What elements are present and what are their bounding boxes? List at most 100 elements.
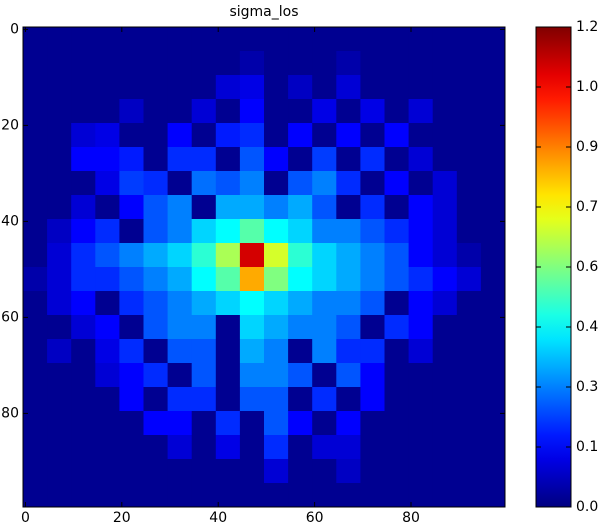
heatmap-cell	[47, 339, 72, 364]
heatmap-cell	[47, 171, 72, 196]
heatmap-cell	[47, 315, 72, 340]
heatmap-cell	[191, 483, 217, 508]
heatmap-cell	[480, 411, 506, 436]
heatmap-cell	[239, 435, 265, 460]
heatmap-cell	[456, 315, 482, 340]
heatmap-cell	[312, 459, 337, 484]
heatmap-cell	[264, 291, 289, 316]
heatmap-cell	[143, 99, 168, 124]
heatmap-cell	[47, 75, 72, 100]
heatmap-cell	[264, 267, 289, 292]
heatmap-cell	[288, 51, 313, 76]
chart-title: sigma_los	[229, 4, 298, 20]
heatmap-cell	[215, 171, 241, 196]
heatmap-cell	[239, 219, 265, 244]
heatmap-cell	[95, 195, 120, 220]
colorbar-tick-label: 0.90	[576, 139, 599, 155]
heatmap-cell	[432, 171, 458, 196]
heatmap-cell	[288, 459, 313, 484]
heatmap-cell	[71, 363, 96, 388]
heatmap-cell	[71, 339, 96, 364]
heatmap-cell	[408, 75, 434, 100]
heatmap-cell	[432, 147, 458, 172]
heatmap-cell	[312, 267, 337, 292]
heatmap-cell	[215, 387, 241, 412]
heatmap-cell	[336, 99, 361, 124]
heatmap-cell	[456, 51, 482, 76]
heatmap-cell	[408, 411, 434, 436]
heatmap-cell	[264, 459, 289, 484]
heatmap-cell	[312, 219, 337, 244]
heatmap-cell	[143, 243, 168, 268]
heatmap-cell	[119, 171, 144, 196]
heatmap-cell	[456, 363, 482, 388]
heatmap-cell	[95, 435, 120, 460]
heatmap-cell	[215, 267, 241, 292]
heatmap-cell	[47, 123, 72, 148]
x-tick-label: 80	[402, 510, 420, 524]
heatmap-cell	[143, 123, 168, 148]
heatmap-cell	[312, 483, 337, 508]
heatmap-cell	[47, 51, 72, 76]
heatmap-cell	[360, 195, 385, 220]
heatmap-cell	[288, 483, 313, 508]
heatmap-cell	[360, 99, 385, 124]
heatmap-cell	[71, 75, 96, 100]
heatmap-cell	[71, 147, 96, 172]
heatmap-cell	[167, 75, 193, 100]
heatmap-cell	[23, 219, 48, 244]
heatmap-cell	[167, 459, 193, 484]
heatmap-cell	[239, 483, 265, 508]
heatmap-cell	[239, 99, 265, 124]
heatmap-cell	[47, 291, 72, 316]
heatmap-cell	[167, 147, 193, 172]
heatmap-cell	[119, 387, 144, 412]
heatmap-cell	[71, 315, 96, 340]
colorbar-tick-label: 1.05	[576, 79, 599, 95]
heatmap-cell	[288, 243, 313, 268]
heatmap-cell	[239, 75, 265, 100]
heatmap-cell	[264, 387, 289, 412]
heatmap-cell	[360, 27, 385, 52]
heatmap-cell	[384, 411, 409, 436]
heatmap-cell	[119, 27, 144, 52]
heatmap-cell	[456, 387, 482, 412]
heatmap-cell	[456, 99, 482, 124]
heatmap-cell	[119, 195, 144, 220]
heatmap-cell	[95, 483, 120, 508]
heatmap-cell	[384, 243, 409, 268]
heatmap-cell	[143, 435, 168, 460]
colorbar-tick-label: 0.15	[576, 439, 599, 455]
heatmap-cell	[360, 435, 385, 460]
heatmap-cell	[432, 123, 458, 148]
heatmap-cell	[23, 315, 48, 340]
heatmap-cell	[215, 195, 241, 220]
colorbar-tick-label: 0.60	[576, 259, 599, 275]
heatmap-cell	[119, 459, 144, 484]
heatmap-cell	[312, 387, 337, 412]
heatmap-cell	[191, 123, 217, 148]
heatmap-cell	[95, 291, 120, 316]
y-tick-label: 40	[1, 213, 19, 229]
heatmap-cell	[23, 435, 48, 460]
heatmap-cell	[191, 363, 217, 388]
heatmap-cell	[408, 267, 434, 292]
heatmap-cell	[47, 147, 72, 172]
heatmap-cell	[143, 267, 168, 292]
heatmap-cell	[336, 339, 361, 364]
heatmap-cell	[288, 291, 313, 316]
heatmap-cell	[71, 99, 96, 124]
heatmap-cell	[119, 243, 144, 268]
heatmap-cell	[336, 219, 361, 244]
heatmap-cell	[480, 387, 506, 412]
heatmap-cell	[71, 483, 96, 508]
heatmap-cell	[167, 51, 193, 76]
plot-frame	[22, 26, 506, 508]
heatmap-cell	[360, 339, 385, 364]
heatmap-cell	[312, 51, 337, 76]
heatmap-cell	[384, 195, 409, 220]
heatmap-cell	[360, 147, 385, 172]
heatmap-cell	[71, 387, 96, 412]
heatmap-cell	[191, 267, 217, 292]
heatmap-cell	[95, 459, 120, 484]
